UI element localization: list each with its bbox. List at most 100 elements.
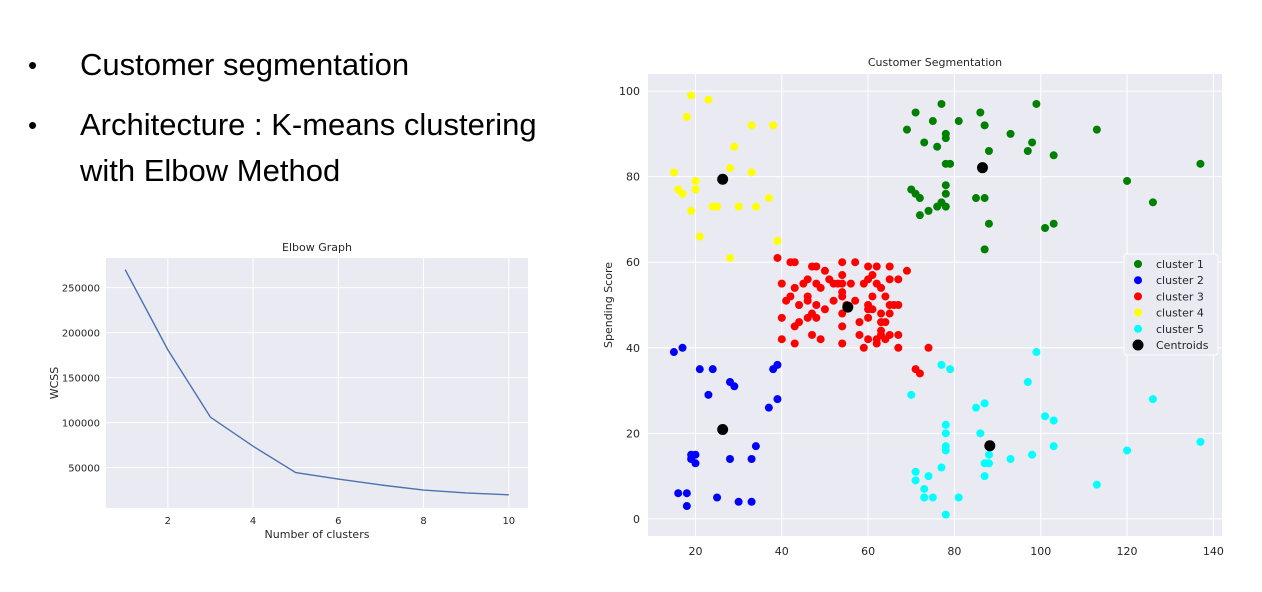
cluster-4-point [764, 194, 773, 203]
y-tick-label: 20 [626, 427, 640, 440]
cluster-3-point [777, 313, 786, 322]
y-axis-label: WCSS [48, 367, 61, 400]
legend-box [1123, 253, 1219, 356]
cluster-1-point [980, 194, 989, 203]
chart-title: Customer Segmentation [868, 56, 1002, 69]
bullet-list: • Customer segmentation • Architecture :… [28, 42, 598, 208]
cluster-1-point [920, 138, 929, 147]
cluster-5-point [954, 493, 963, 502]
cluster-3-point [872, 339, 881, 348]
cluster-3-point [795, 301, 804, 309]
centroid-point [842, 301, 854, 313]
cluster-4-point [687, 206, 696, 215]
y-tick-label: 100 [619, 85, 640, 98]
legend-label: cluster 5 [1156, 323, 1204, 336]
y-tick-label: 200000 [62, 329, 100, 340]
cluster-1-point [941, 202, 950, 211]
cluster-4-point [704, 95, 713, 104]
cluster-3-point [894, 343, 903, 352]
centroid-point [976, 162, 988, 174]
cluster-2-point [691, 459, 700, 468]
x-tick-label: 140 [1203, 545, 1224, 558]
cluster-4-point [747, 121, 756, 130]
legend-label: cluster 3 [1156, 290, 1204, 303]
cluster-3-point [838, 288, 847, 297]
cluster-5-point [1196, 437, 1205, 446]
cluster-1-point [941, 181, 950, 190]
y-tick-label: 80 [626, 171, 640, 184]
chart-title: Elbow Graph [282, 241, 352, 254]
y-tick-label: 40 [626, 342, 640, 355]
plot-area [106, 258, 528, 508]
cluster-3-point [846, 279, 855, 288]
x-axis-label: Number of clusters [265, 528, 370, 541]
x-tick-label: 4 [250, 516, 256, 527]
cluster-3-point [885, 309, 894, 318]
cluster-2-point [691, 450, 700, 459]
cluster-3-point [915, 369, 924, 378]
cluster-2-point [682, 502, 691, 511]
x-tick-label: 8 [420, 516, 426, 527]
x-tick-label: 40 [775, 545, 789, 558]
cluster-5-point [972, 403, 980, 412]
cluster-3-point [777, 279, 786, 288]
cluster-5-point [1041, 412, 1050, 421]
legend-marker [1134, 292, 1142, 301]
scatter-chart: 20 40 60 80 100 120 140 0 20 40 60 80 100 Customer Se… [602, 56, 1224, 558]
cluster-3-point [838, 322, 847, 331]
cluster-1-point [1123, 176, 1132, 185]
cluster-1-point [980, 121, 989, 130]
cluster-1-point [1028, 138, 1037, 147]
cluster-5-point [1023, 378, 1032, 386]
cluster-3-point [838, 258, 847, 267]
cluster-1-point [1032, 99, 1041, 108]
cluster-3-point [790, 258, 799, 267]
cluster-3-point [864, 335, 873, 344]
cluster-3-point [838, 271, 847, 280]
centroid-point [717, 423, 729, 435]
y-tick-label: 150000 [62, 374, 100, 385]
cluster-3-point [820, 266, 829, 275]
cluster-3-point [829, 296, 838, 305]
legend-marker [1134, 308, 1142, 317]
cluster-4-point [769, 121, 778, 130]
cluster-2-point [678, 343, 687, 352]
cluster-2-point [747, 497, 756, 506]
cluster-1-point [933, 142, 942, 151]
cluster-3-point [816, 283, 825, 292]
legend-label: cluster 4 [1156, 307, 1204, 320]
x-tick-label: 60 [861, 545, 875, 558]
cluster-3-point [902, 266, 911, 275]
cluster-3-point [885, 275, 894, 284]
cluster-3-point [812, 301, 821, 309]
cluster-1-point [976, 108, 985, 117]
cluster-3-point [885, 330, 894, 339]
cluster-3-point [851, 258, 860, 267]
cluster-2-point [730, 382, 739, 391]
cluster-2-point [708, 365, 717, 374]
cluster-1-point [980, 245, 989, 254]
cluster-3-point [872, 262, 881, 271]
cluster-2-point [726, 455, 734, 463]
cluster-1-point [954, 117, 963, 126]
cluster-1-point [984, 219, 993, 228]
cluster-5-point [928, 493, 937, 502]
cluster-3-point [777, 335, 786, 344]
bullet-text: Architecture : K-means clustering with E… [80, 107, 537, 188]
cluster-5-point [984, 450, 993, 459]
cluster-3-point [773, 253, 782, 262]
cluster-3-point [877, 283, 886, 292]
y-tick-label: 50000 [68, 464, 100, 475]
legend-marker [1134, 276, 1142, 285]
cluster-1-point [1049, 151, 1058, 160]
cluster-1-point [928, 117, 937, 126]
cluster-5-point [1148, 395, 1157, 404]
cluster-4-point [669, 168, 678, 177]
cluster-5-point [924, 472, 933, 481]
cluster-2-point [682, 489, 691, 498]
cluster-2-point [704, 390, 713, 399]
cluster-2-point [751, 442, 760, 451]
cluster-3-point [881, 292, 890, 301]
cluster-4-point [691, 176, 700, 185]
cluster-3-point [885, 262, 894, 271]
